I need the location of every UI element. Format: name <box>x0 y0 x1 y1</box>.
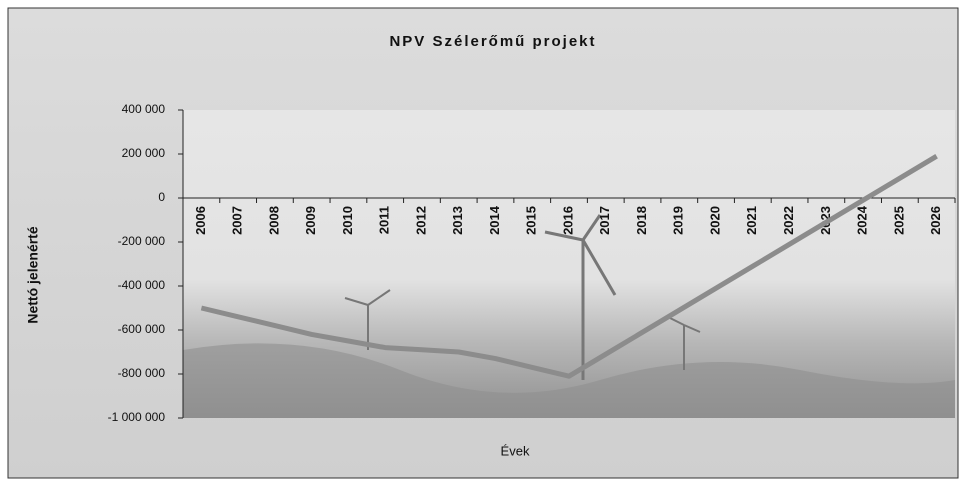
x-tick-label: 2012 <box>413 206 428 235</box>
chart-title: NPV Szélerőmű projekt <box>389 33 596 50</box>
y-axis-label: Nettó jelenérté <box>25 226 41 323</box>
x-tick-label: 2010 <box>340 206 355 235</box>
x-tick-label: 2007 <box>230 206 245 235</box>
x-tick-label: 2017 <box>597 206 612 235</box>
x-tick-label: 2008 <box>266 206 281 235</box>
y-tick-label: 0 <box>158 190 165 204</box>
x-tick-label: 2016 <box>560 206 575 235</box>
y-tick-label: -600 000 <box>118 322 166 336</box>
x-tick-label: 2011 <box>377 206 392 234</box>
y-tick-label: -400 000 <box>118 278 166 292</box>
x-tick-label: 2006 <box>193 206 208 235</box>
y-tick-label: -1 000 000 <box>108 410 166 424</box>
y-tick-label: -800 000 <box>118 366 166 380</box>
x-tick-label: 2026 <box>928 206 943 235</box>
x-tick-label: 2018 <box>634 206 649 235</box>
x-tick-label: 2024 <box>855 205 870 235</box>
x-tick-label: 2022 <box>781 206 796 235</box>
x-tick-label: 2020 <box>707 206 722 235</box>
x-tick-label: 2015 <box>524 206 539 235</box>
x-tick-label: 2014 <box>487 205 502 235</box>
x-tick-label: 2021 <box>744 206 759 235</box>
y-tick-label: 400 000 <box>122 102 166 116</box>
x-tick-label: 2019 <box>671 206 686 235</box>
x-tick-label: 2009 <box>303 206 318 235</box>
x-tick-label: 2013 <box>450 206 465 235</box>
wind-turbines <box>344 214 701 380</box>
y-tick-label: 200 000 <box>122 146 166 160</box>
x-axis-label: Évek <box>501 443 530 458</box>
line-series <box>200 154 938 379</box>
y-tick-label: -200 000 <box>118 234 166 248</box>
landscape <box>183 343 955 418</box>
x-tick-label: 2025 <box>891 206 906 235</box>
